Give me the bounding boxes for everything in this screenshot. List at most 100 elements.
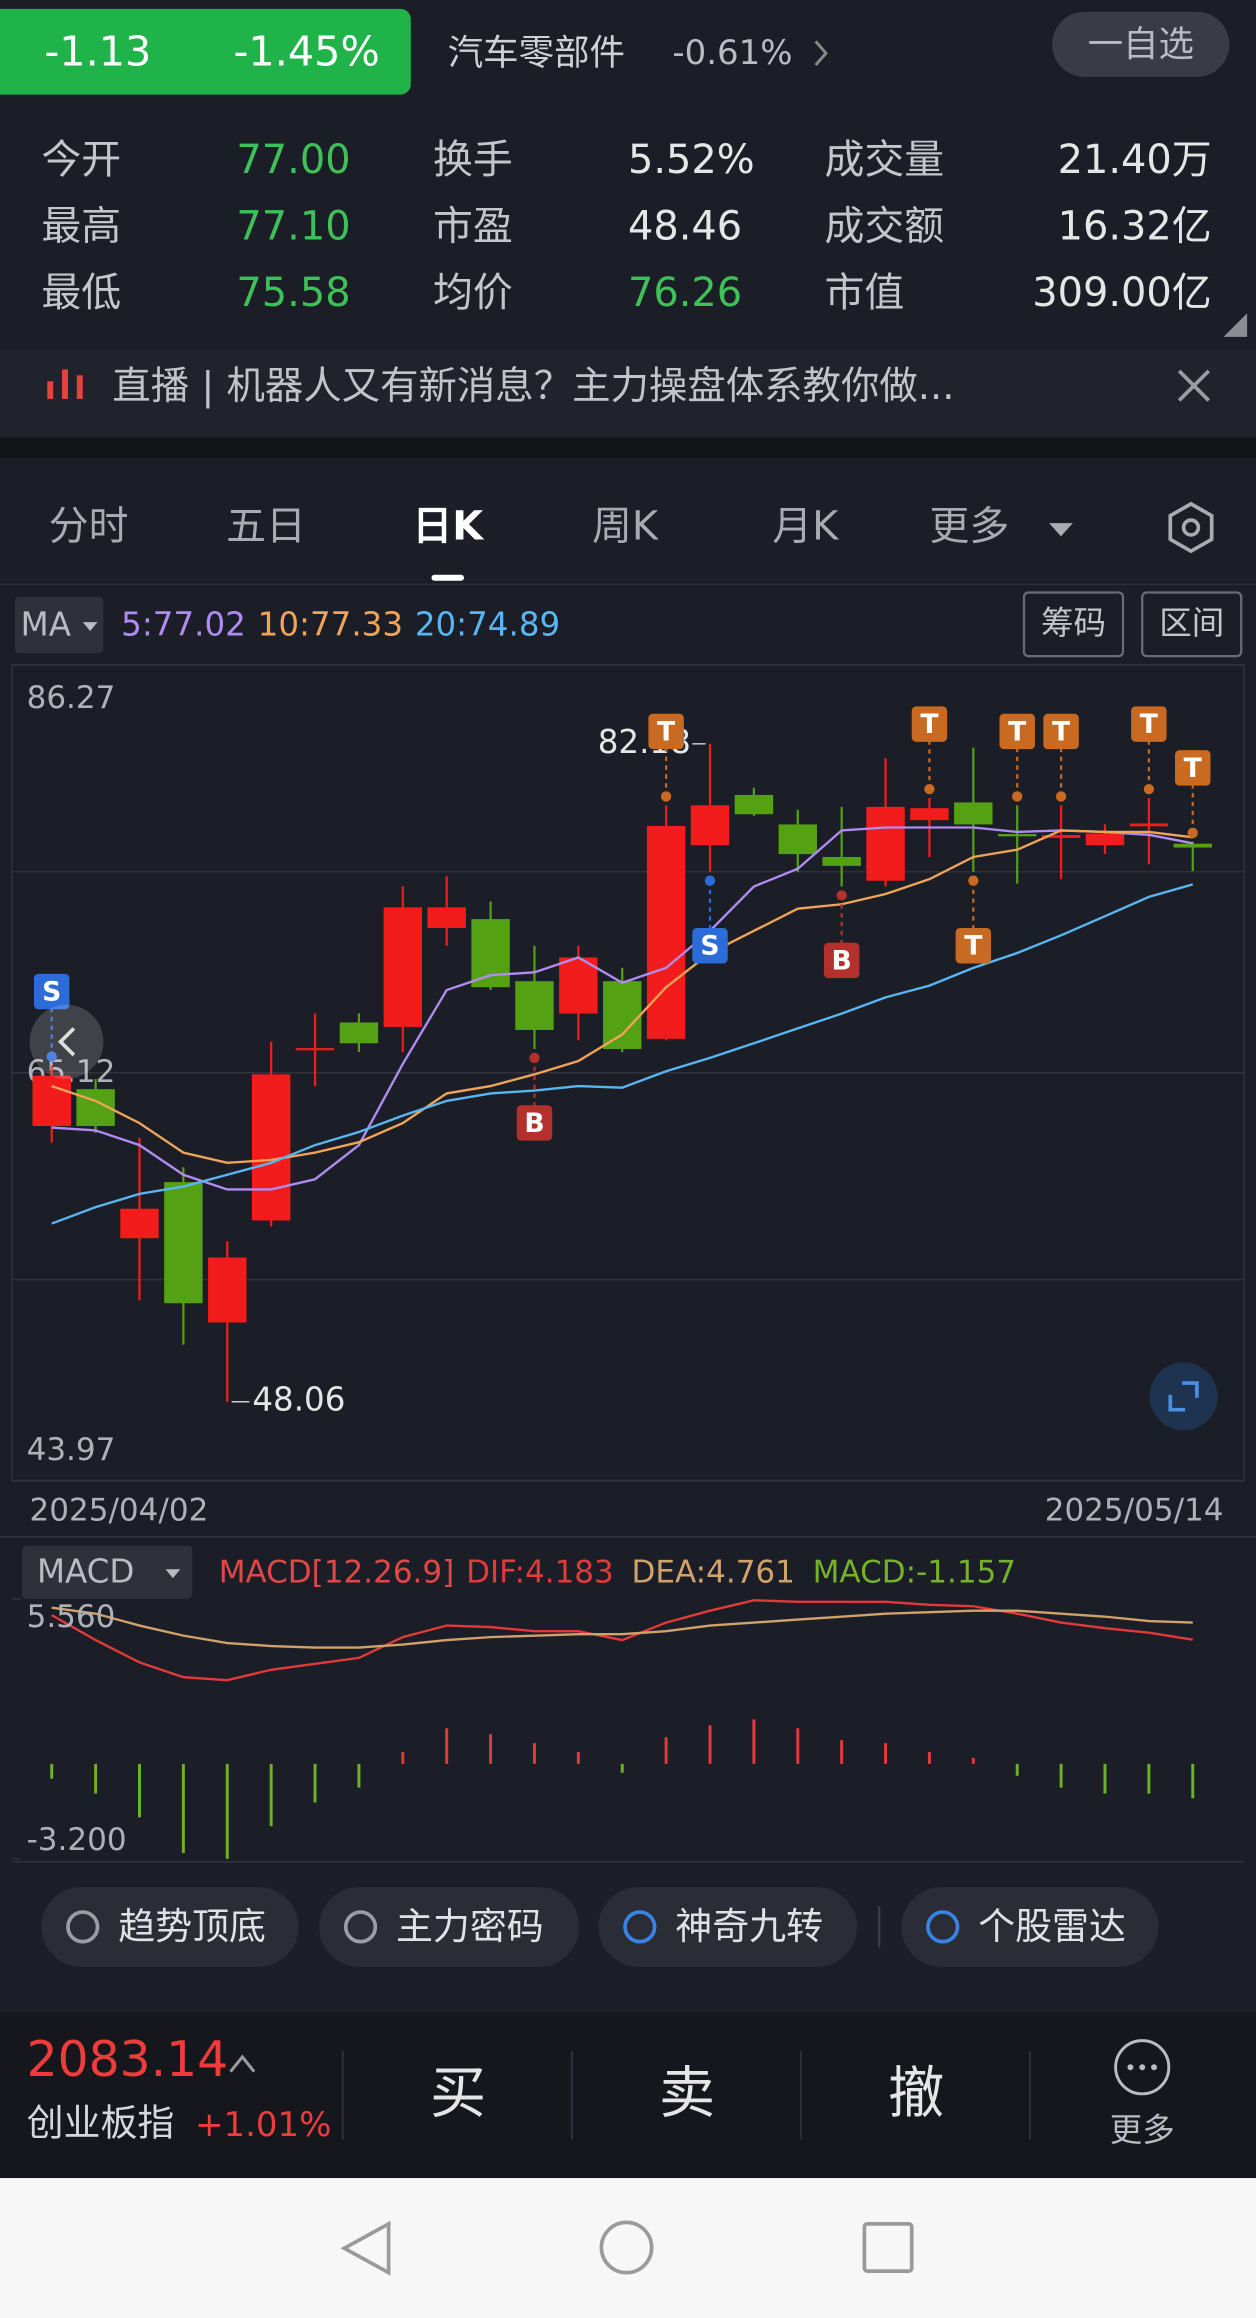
candle-body — [822, 857, 861, 866]
macd-selector[interactable] — [22, 1545, 193, 1599]
stat-value: 76.26 — [628, 270, 742, 316]
chip-icon — [66, 1910, 100, 1944]
banner-close[interactable] — [1177, 369, 1211, 402]
price-change: -1.13 — [44, 28, 151, 76]
nav-home[interactable] — [599, 2220, 654, 2275]
stat-label: 成交量 — [825, 137, 945, 183]
macd-bar — [708, 1725, 712, 1764]
candle-body — [910, 808, 949, 821]
separator — [0, 437, 1256, 459]
extreme-label: 48.06 — [252, 1381, 345, 1419]
chip[interactable] — [901, 1886, 1159, 1967]
candle-body — [164, 1182, 203, 1304]
tool-button-label[interactable]: 区间 — [1159, 604, 1224, 642]
watch-button[interactable] — [1052, 11, 1230, 77]
chip-icon — [926, 1910, 960, 1944]
chevron — [814, 40, 828, 66]
signal-label: S — [700, 931, 719, 962]
chip-label[interactable]: 个股雷达 — [978, 1905, 1126, 1948]
stat-value: 75.58 — [236, 270, 350, 316]
tab[interactable]: 周K — [592, 504, 659, 550]
footer — [0, 2012, 1256, 2179]
signal-badge — [648, 713, 684, 750]
candle-body — [515, 981, 554, 1030]
macd-indicator: MACD — [37, 1553, 134, 1591]
macd-bar — [489, 1734, 493, 1764]
signal-label: B — [524, 1108, 544, 1139]
sector-change: -0.61% — [672, 33, 792, 73]
ma-line — [51, 829, 1193, 1165]
banner[interactable] — [0, 348, 1256, 438]
candle-body — [471, 919, 510, 988]
tool-button[interactable] — [1022, 591, 1125, 658]
macd-bar — [752, 1719, 756, 1764]
stat-value: 16.32亿 — [1058, 204, 1212, 250]
chip-label[interactable]: 神奇九转 — [675, 1905, 823, 1948]
tab[interactable]: 更多 — [929, 504, 1009, 550]
chip-label[interactable]: 趋势顶底 — [118, 1905, 266, 1948]
scroll-left-button[interactable] — [29, 1004, 104, 1079]
macd-bar — [94, 1763, 98, 1794]
more-label[interactable]: 更多 — [1110, 2111, 1175, 2149]
signal-label: T — [657, 716, 675, 747]
price-change-pct: -1.45% — [233, 28, 379, 76]
index-change: +1.01% — [195, 2105, 331, 2145]
tab[interactable]: 月K — [772, 504, 839, 550]
signal-label: S — [42, 977, 61, 1008]
tool-button-label[interactable]: 筹码 — [1041, 604, 1106, 642]
chip-label[interactable]: 主力密码 — [396, 1905, 544, 1948]
trade-button[interactable]: 买 — [430, 2061, 486, 2126]
candle-body — [120, 1208, 159, 1239]
signal-badge — [692, 928, 728, 964]
nav-recent[interactable] — [862, 2222, 914, 2273]
signal-badge — [911, 706, 948, 742]
sector-name[interactable]: 汽车零部件 — [448, 33, 625, 74]
more-dot — [1151, 2064, 1157, 2071]
nav-back[interactable] — [340, 2220, 391, 2276]
chip-icon — [343, 1910, 378, 1944]
chip[interactable] — [41, 1886, 299, 1967]
signal-badge — [823, 942, 860, 979]
tab[interactable]: 日K — [412, 504, 485, 550]
fullscreen-button[interactable] — [1149, 1362, 1218, 1431]
signal-badge — [516, 1105, 553, 1141]
watch-button-label[interactable]: 一自选 — [1088, 24, 1194, 65]
signal-dot — [704, 875, 716, 886]
tab[interactable]: 分时 — [49, 504, 129, 550]
chip[interactable] — [319, 1886, 580, 1967]
ma-line — [51, 883, 1194, 1225]
candle-body — [295, 1048, 335, 1051]
macd-bar — [401, 1752, 405, 1764]
macd-bar — [576, 1752, 580, 1764]
more-dot — [1139, 2064, 1146, 2071]
tool-button[interactable] — [1141, 591, 1243, 658]
more-icon[interactable] — [1114, 2039, 1171, 2096]
macd-bar — [50, 1763, 54, 1779]
trade-button[interactable]: 撤 — [888, 2061, 944, 2126]
stat-label: 均价 — [433, 270, 513, 316]
candle-body — [383, 907, 423, 1027]
settings-icon[interactable] — [1168, 501, 1214, 554]
stat-label: 最低 — [41, 270, 121, 316]
stat-label: 成交额 — [825, 204, 945, 250]
tab[interactable]: 五日 — [226, 504, 306, 550]
signal-dot — [660, 791, 672, 802]
macd-params: MACD[12.26.9] — [219, 1555, 455, 1591]
trade-button[interactable]: 卖 — [659, 2061, 715, 2126]
signal-dot — [1055, 791, 1067, 802]
banner-text[interactable]: 直播 | 机器人又有新消息？主力操盘体系教你做... — [112, 364, 954, 409]
live-icon — [47, 381, 54, 399]
stat-value: 77.10 — [236, 204, 350, 250]
ma-selector[interactable] — [14, 596, 104, 654]
macd-bar — [1103, 1763, 1107, 1794]
candle-body — [32, 1075, 71, 1126]
index-value[interactable]: 2083.14 — [27, 2032, 229, 2088]
macd-caret — [165, 1569, 181, 1579]
y-tick-label: 5.560 — [27, 1599, 116, 1635]
macd-bar — [357, 1763, 361, 1788]
chip[interactable] — [598, 1886, 858, 1967]
x-tick-label: 2025/04/02 — [30, 1493, 209, 1529]
macd-bar — [1015, 1763, 1019, 1776]
fullscreen-icon — [1168, 1381, 1199, 1412]
